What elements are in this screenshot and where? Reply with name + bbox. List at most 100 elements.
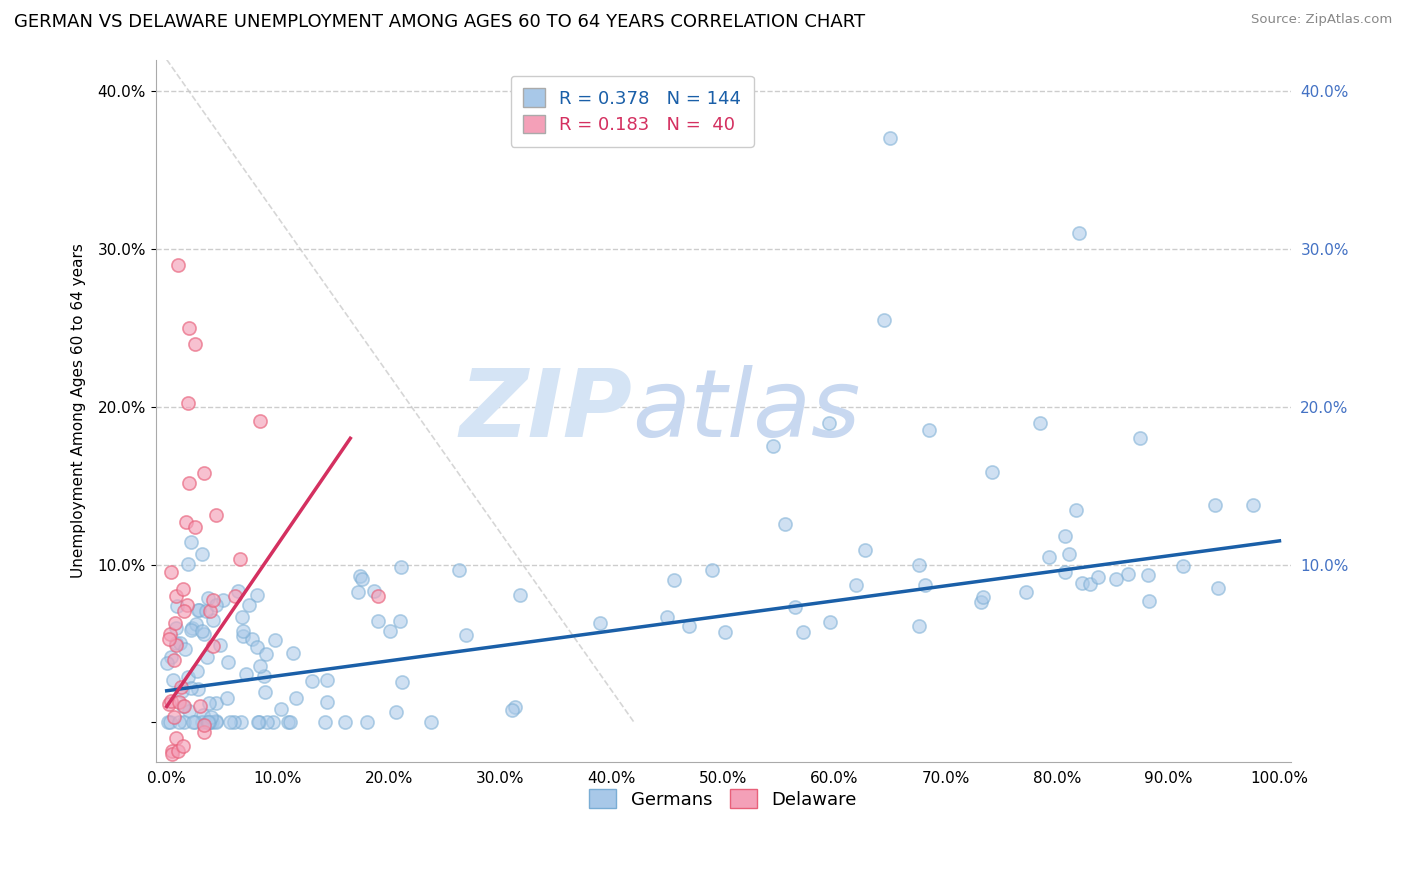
Point (229, 552, 252, 566)
Point (714, 624, 737, 639)
Point (191, 624, 214, 638)
Point (157, 715, 180, 730)
Point (246, 588, 269, 602)
Point (247, 715, 270, 730)
Point (201, 714, 224, 729)
Point (1137, 593, 1160, 607)
Point (193, 467, 215, 481)
Point (193, 725, 215, 739)
Point (201, 592, 224, 607)
Point (817, 416, 839, 430)
Point (195, 715, 218, 730)
Point (238, 599, 260, 613)
Point (281, 646, 304, 660)
Point (165, 731, 187, 745)
Point (163, 653, 186, 667)
Point (367, 614, 389, 628)
Point (184, 715, 207, 730)
Point (180, 681, 202, 696)
Point (1173, 559, 1195, 574)
Point (278, 715, 301, 730)
Point (167, 695, 190, 709)
Point (232, 628, 254, 642)
Point (509, 588, 531, 602)
Point (172, 582, 194, 596)
Point (193, 627, 215, 641)
Legend: Germans, Delaware: Germans, Delaware (582, 782, 865, 816)
Point (173, 715, 195, 730)
Point (166, 258, 188, 272)
Point (1129, 431, 1152, 445)
Point (173, 604, 195, 618)
Point (180, 624, 202, 638)
Point (1204, 498, 1226, 512)
Point (173, 698, 195, 713)
Point (198, 696, 221, 710)
Point (226, 583, 249, 598)
Point (156, 656, 179, 670)
Point (205, 599, 228, 613)
Point (163, 616, 186, 631)
Point (195, 604, 218, 618)
Point (783, 599, 806, 614)
Point (264, 632, 287, 647)
Point (197, 591, 219, 606)
Point (454, 628, 477, 642)
Point (176, 598, 198, 612)
Point (159, 715, 181, 730)
Point (389, 560, 412, 574)
Point (186, 664, 208, 678)
Point (449, 562, 471, 576)
Point (188, 699, 211, 714)
Point (385, 705, 408, 719)
Point (246, 715, 269, 730)
Point (160, 565, 183, 579)
Point (205, 696, 228, 710)
Point (853, 543, 876, 558)
Point (172, 739, 194, 753)
Point (315, 695, 337, 709)
Point (253, 669, 276, 683)
Point (270, 702, 292, 716)
Text: GERMAN VS DELAWARE UNEMPLOYMENT AMONG AGES 60 TO 64 YEARS CORRELATION CHART: GERMAN VS DELAWARE UNEMPLOYMENT AMONG AG… (14, 13, 865, 31)
Point (179, 704, 201, 718)
Point (1053, 565, 1076, 579)
Point (1206, 582, 1229, 596)
Point (195, 650, 218, 665)
Point (193, 707, 215, 722)
Point (420, 715, 443, 730)
Point (1066, 503, 1088, 517)
Point (163, 710, 186, 724)
Point (908, 558, 931, 572)
Point (1029, 416, 1052, 430)
Point (170, 680, 193, 694)
Point (655, 610, 678, 624)
Point (235, 667, 257, 681)
Point (363, 583, 385, 598)
Point (200, 604, 222, 618)
Point (256, 715, 278, 730)
Point (193, 718, 215, 732)
Point (165, 589, 187, 603)
Point (219, 715, 242, 730)
Point (349, 569, 371, 583)
Point (184, 616, 207, 631)
Point (503, 700, 526, 714)
Point (1070, 576, 1092, 591)
Point (254, 685, 277, 699)
Point (165, 621, 187, 635)
Point (589, 616, 612, 631)
Text: Source: ZipAtlas.com: Source: ZipAtlas.com (1251, 13, 1392, 27)
Point (184, 520, 207, 534)
Point (1137, 567, 1160, 582)
Point (157, 697, 180, 711)
Point (197, 715, 219, 730)
Point (301, 674, 323, 689)
Point (249, 658, 271, 673)
Point (201, 614, 224, 628)
Point (240, 632, 263, 647)
Point (254, 648, 277, 662)
Point (972, 590, 994, 604)
Point (177, 476, 200, 491)
Text: ZIP: ZIP (460, 365, 633, 457)
